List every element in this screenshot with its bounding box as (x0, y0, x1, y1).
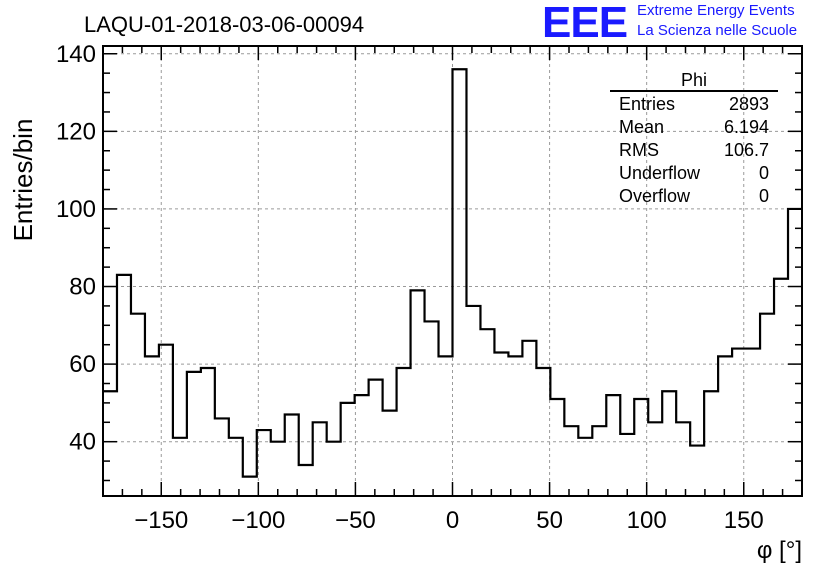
stats-row-label: Mean (619, 117, 664, 137)
y-tick-label: 80 (69, 274, 96, 301)
axis-tick-labels: −150 −100 −50 0 50 100 150 40 60 80 100 120 140 (56, 41, 764, 534)
eee-logo: EEE (542, 0, 628, 47)
stats-row-label: Entries (619, 94, 675, 114)
logo-line-2: La Scienza nelle Scuole (637, 22, 798, 39)
y-tick-label: 100 (56, 196, 96, 223)
axis-ticks (103, 46, 802, 496)
stats-box: Phi Entries 2893 Mean 6.194 RMS 106.7 Underflow… (610, 70, 778, 206)
y-tick-label: 140 (56, 41, 96, 68)
x-tick-label: 50 (536, 507, 563, 534)
x-tick-label: 150 (724, 507, 764, 534)
stats-row-value: 106.7 (724, 140, 769, 160)
x-tick-label: −150 (134, 507, 188, 534)
stats-box-title: Phi (681, 70, 707, 90)
x-axis-label: φ [°] (757, 537, 802, 564)
x-tick-label: −50 (335, 507, 376, 534)
histogram-line (103, 68, 802, 478)
stats-row-value: 0 (759, 186, 769, 206)
x-tick-label: 0 (446, 507, 459, 534)
histogram-title: LAQU-01-2018-03-06-00094 (84, 12, 365, 37)
stats-row-value: 6.194 (724, 117, 769, 137)
y-tick-label: 40 (69, 429, 96, 456)
stats-row-value: 2893 (729, 94, 769, 114)
logo-line-1: Extreme Energy Events (637, 2, 795, 19)
stats-row-label: Overflow (619, 186, 691, 206)
x-tick-label: 100 (627, 507, 667, 534)
x-tick-label: −100 (231, 507, 285, 534)
y-tick-label: 60 (69, 351, 96, 378)
stats-row-label: RMS (619, 140, 659, 160)
stats-row-value: 0 (759, 163, 769, 183)
y-tick-label: 120 (56, 118, 96, 145)
y-axis-label: Entries/bin (8, 119, 38, 242)
stats-row-label: Underflow (619, 163, 701, 183)
